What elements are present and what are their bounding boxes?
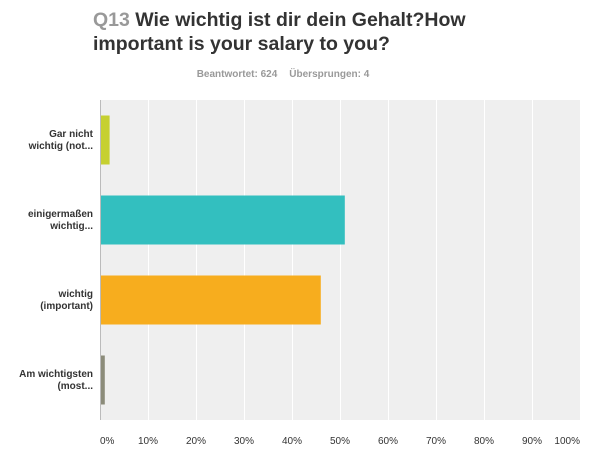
bar [100, 355, 105, 405]
x-tick-label: 50% [330, 436, 350, 447]
question-number: Q13 [93, 9, 130, 31]
x-tick-label: 70% [426, 436, 446, 447]
response-stats: Beantwortet: 624 Übersprungen: 4 [0, 69, 566, 80]
x-tick-label: 100% [554, 436, 580, 447]
question-text: Wie wichtig ist dir dein Gehalt?How impo… [93, 9, 466, 55]
bar [100, 195, 345, 245]
question-title: Q13 Wie wichtig ist dir dein Gehalt?How … [93, 8, 563, 56]
x-tick-label: 80% [474, 436, 494, 447]
x-tick-label: 0% [100, 436, 115, 447]
bar [100, 275, 321, 325]
x-tick-label: 10% [138, 436, 158, 447]
x-tick-label: 20% [186, 436, 206, 447]
category-label: Gar nicht wichtig (not... [28, 129, 94, 152]
x-tick-label: 90% [522, 436, 542, 447]
bar [100, 115, 110, 165]
category-label: Am wichtigsten (most... [19, 369, 93, 392]
category-label: einigermaßen wichtig... [28, 209, 93, 232]
skipped-count: Übersprungen: 4 [289, 69, 370, 80]
category-label: wichtig (important) [40, 289, 93, 312]
answered-count: Beantwortet: 624 [196, 69, 278, 80]
x-tick-label: 40% [282, 436, 302, 447]
x-tick-label: 30% [234, 436, 254, 447]
x-tick-label: 60% [378, 436, 398, 447]
